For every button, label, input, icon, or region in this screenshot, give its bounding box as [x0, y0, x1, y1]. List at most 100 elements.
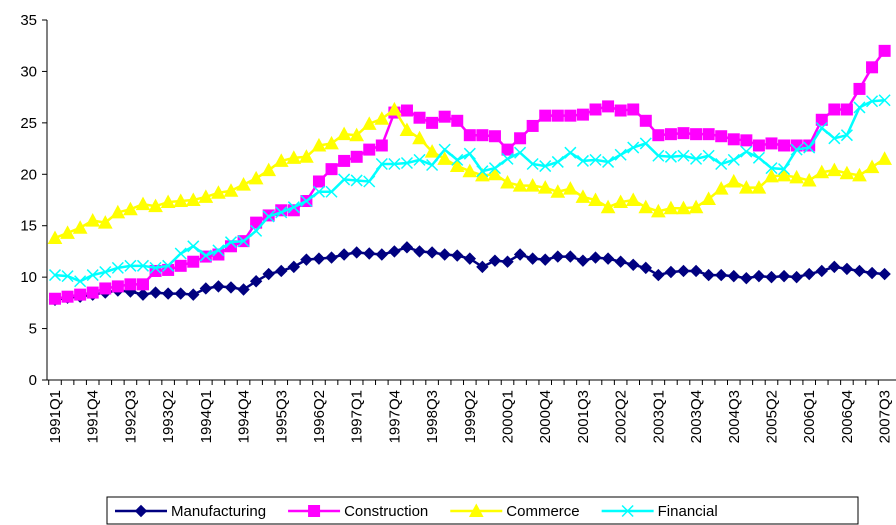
marker — [600, 199, 616, 214]
marker — [85, 213, 101, 227]
marker — [614, 255, 627, 268]
marker — [677, 264, 690, 278]
marker — [185, 192, 201, 206]
marker — [199, 282, 213, 295]
marker — [765, 270, 778, 284]
marker — [463, 252, 477, 265]
marker — [136, 278, 149, 291]
x-tick-label: 1993Q2 — [160, 390, 177, 443]
x-tick-label: 1991Q1 — [47, 390, 64, 443]
marker — [602, 155, 615, 168]
marker — [350, 174, 363, 187]
x-tick-label: 1994Q4 — [236, 390, 253, 443]
marker — [840, 262, 854, 276]
marker — [601, 252, 615, 265]
marker — [97, 215, 113, 229]
marker — [690, 128, 703, 141]
marker — [449, 158, 465, 173]
marker — [589, 103, 602, 116]
marker — [828, 260, 841, 274]
marker — [840, 129, 853, 142]
marker — [400, 241, 414, 254]
marker — [47, 230, 63, 245]
marker — [476, 165, 489, 178]
legend-label: Construction — [344, 503, 428, 520]
marker — [249, 275, 263, 288]
marker — [425, 246, 439, 259]
marker — [350, 150, 363, 163]
marker — [212, 280, 225, 293]
marker — [74, 275, 87, 288]
marker — [677, 127, 690, 140]
marker — [99, 282, 112, 295]
marker — [237, 283, 250, 296]
x-tick-label: 2003Q4 — [688, 390, 705, 443]
x-tick-label: 1999Q2 — [462, 390, 479, 443]
marker — [236, 177, 251, 191]
series — [49, 44, 891, 305]
marker — [752, 139, 765, 152]
marker — [764, 168, 779, 183]
legend-label: Commerce — [506, 503, 579, 520]
marker — [677, 149, 690, 162]
marker — [198, 189, 214, 203]
marker — [627, 258, 640, 272]
x-tick-label: 1998Q3 — [424, 390, 441, 443]
marker — [149, 286, 162, 299]
marker — [160, 194, 176, 209]
marker — [237, 235, 250, 248]
marker — [48, 269, 62, 282]
marker — [727, 153, 740, 166]
marker — [312, 252, 326, 265]
marker — [286, 150, 302, 164]
marker — [513, 248, 527, 261]
marker — [49, 292, 61, 305]
marker — [790, 270, 803, 284]
marker — [488, 254, 502, 267]
marker — [701, 191, 716, 205]
marker — [224, 281, 238, 294]
marker — [161, 287, 175, 300]
marker — [134, 504, 148, 518]
marker — [853, 82, 866, 95]
marker — [361, 116, 377, 130]
marker — [501, 143, 514, 156]
marker — [325, 185, 338, 198]
marker — [463, 129, 476, 142]
marker — [588, 192, 603, 206]
marker — [602, 100, 615, 113]
marker — [526, 119, 539, 132]
marker — [778, 139, 791, 152]
marker — [690, 152, 703, 165]
marker — [564, 250, 577, 263]
marker — [212, 244, 225, 257]
marker — [149, 264, 162, 277]
marker — [627, 141, 640, 154]
marker — [664, 150, 677, 163]
x-tick-label: 2000Q1 — [500, 390, 517, 443]
marker — [790, 143, 803, 156]
marker — [713, 181, 729, 195]
marker — [576, 154, 589, 167]
marker — [136, 259, 150, 272]
marker — [337, 248, 351, 261]
marker — [438, 248, 451, 261]
marker — [388, 157, 401, 171]
marker — [336, 126, 352, 141]
marker — [123, 201, 138, 216]
marker — [702, 268, 715, 282]
marker — [789, 169, 804, 184]
y-tick-label: 10 — [20, 269, 37, 286]
marker — [777, 269, 791, 283]
marker — [815, 121, 828, 135]
marker — [438, 110, 451, 123]
marker — [589, 153, 602, 166]
marker — [575, 189, 591, 203]
marker — [111, 261, 124, 274]
x-tick-label: 2000Q4 — [537, 390, 554, 443]
marker — [627, 103, 640, 116]
marker — [413, 153, 426, 166]
marker — [488, 162, 501, 175]
marker — [451, 153, 464, 166]
